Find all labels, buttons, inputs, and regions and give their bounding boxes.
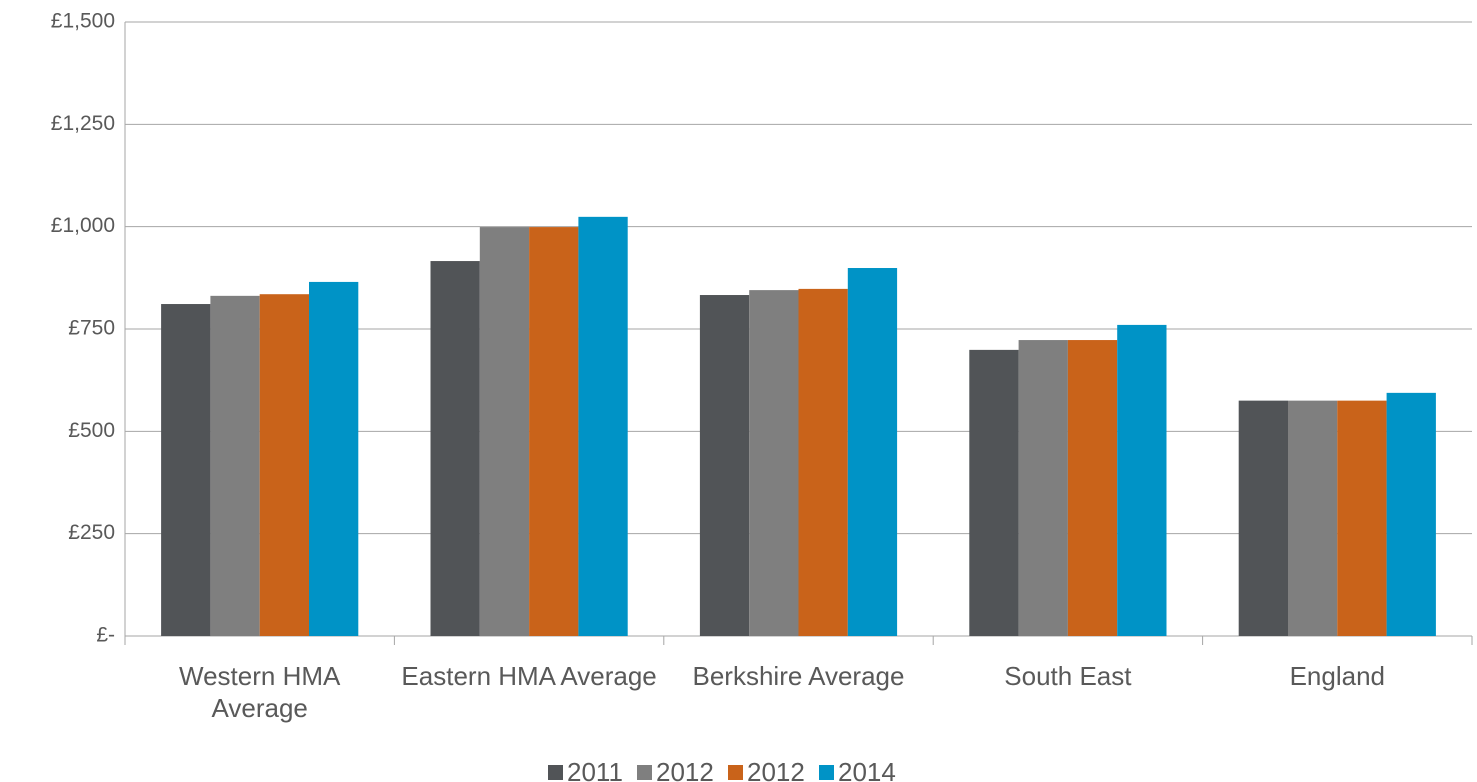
legend-item: 2014 bbox=[819, 757, 896, 782]
bar bbox=[529, 227, 579, 637]
x-tick-label: Eastern HMA Average bbox=[401, 661, 657, 691]
x-tick-label: England bbox=[1289, 661, 1385, 691]
bar bbox=[1067, 340, 1118, 636]
bar bbox=[798, 288, 848, 636]
legend-swatch bbox=[548, 765, 563, 780]
bar bbox=[578, 216, 628, 637]
bar bbox=[847, 268, 898, 636]
bar bbox=[259, 294, 310, 636]
bar bbox=[969, 349, 1019, 636]
legend-item: 2012 bbox=[637, 757, 714, 782]
legend-label: 2014 bbox=[838, 757, 896, 782]
x-tick-label: Western HMA Average bbox=[179, 661, 341, 723]
x-tick-label: South East bbox=[1004, 661, 1132, 691]
bar bbox=[1287, 400, 1338, 636]
bar bbox=[1018, 340, 1068, 636]
legend-label: 2011 bbox=[567, 757, 623, 782]
y-tick-label: £250 bbox=[68, 521, 115, 544]
y-tick-label: £1,500 bbox=[51, 10, 115, 33]
y-tick-label: £1,000 bbox=[51, 214, 115, 237]
bar bbox=[1117, 324, 1167, 636]
y-tick-label: £500 bbox=[68, 419, 115, 442]
bar bbox=[210, 295, 260, 636]
legend-swatch bbox=[637, 765, 652, 780]
legend-label: 2012 bbox=[656, 757, 714, 782]
legend-swatch bbox=[819, 765, 834, 780]
legend-item: 2011 bbox=[548, 757, 623, 782]
bar bbox=[699, 295, 750, 636]
bar bbox=[749, 290, 799, 636]
bar bbox=[479, 227, 530, 637]
x-tick-label: Berkshire Average bbox=[692, 661, 905, 691]
y-tick-label: £1,250 bbox=[51, 112, 115, 135]
bar bbox=[1238, 400, 1288, 636]
y-tick-label: £750 bbox=[68, 317, 115, 340]
bar bbox=[430, 261, 480, 636]
y-tick-label: £- bbox=[96, 624, 115, 647]
legend-label: 2012 bbox=[747, 757, 805, 782]
bar bbox=[1386, 392, 1436, 636]
bar bbox=[161, 304, 211, 636]
legend-swatch bbox=[728, 765, 743, 780]
bar bbox=[309, 281, 359, 636]
legend-item: 2012 bbox=[728, 757, 805, 782]
bar bbox=[1337, 400, 1387, 636]
